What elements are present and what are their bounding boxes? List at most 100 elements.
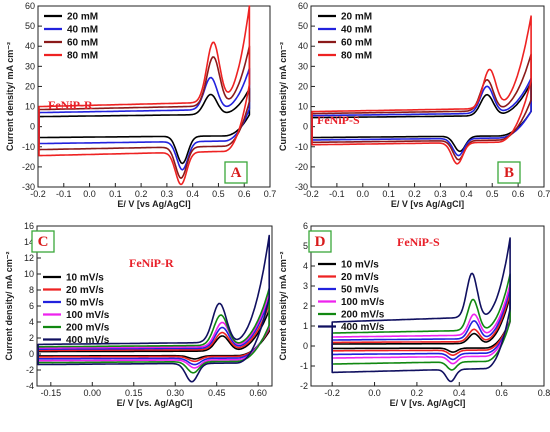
- x-tick-label: 0.5: [212, 189, 225, 199]
- y-tick-label: 0: [30, 122, 35, 132]
- y-tick-label: 4: [29, 317, 34, 327]
- panel-letter-box: [224, 161, 248, 184]
- x-axis-label: E/ V [vs. Ag/AgCl]: [390, 398, 466, 408]
- sample-label: FeNiP-R: [129, 256, 174, 270]
- y-tick-label: 12: [24, 253, 34, 263]
- series-line: [37, 287, 270, 374]
- series-line: [311, 15, 532, 165]
- y-tick-label: 6: [29, 301, 34, 311]
- legend-label: 400 mV/s: [66, 335, 110, 346]
- y-tick-label: 16: [24, 221, 34, 231]
- legend-label: 80 mM: [67, 51, 98, 62]
- y-tick-label: 14: [24, 237, 34, 247]
- y-axis-label: Current density/ mA cm⁻²: [4, 252, 14, 361]
- legend-label: 100 mV/s: [66, 310, 110, 321]
- y-tick-label: 3: [303, 281, 308, 291]
- series-line: [37, 303, 270, 363]
- y-tick-label: -30: [295, 182, 308, 192]
- legend-label: 60 mM: [341, 38, 372, 49]
- panel-c: -0.15 0.00 0.15 0.30 0.45 0.60 -4 -2 0 2 4 6 8 10 12 14…: [4, 221, 273, 408]
- x-axis-label: E/ V [vs Ag/AgCl]: [117, 199, 190, 209]
- y-tick-label: 30: [298, 61, 308, 71]
- x-tick-label: -0.2: [30, 189, 46, 199]
- y-tick-label: 5: [303, 241, 308, 251]
- plot-frame: [37, 5, 271, 188]
- y-tick-label: 40: [298, 41, 308, 51]
- legend-label: 10 mV/s: [341, 260, 379, 271]
- x-tick-label: 0.8: [538, 388, 550, 398]
- series-line: [311, 77, 532, 157]
- panel-d: -0.2 0.0 0.2 0.4 0.6 0.8 -2 -1 0 1 2 3 4 5 6 E/ V [vs. …: [278, 221, 550, 408]
- x-tick-label: 0.00: [84, 388, 102, 398]
- y-tick-label: 10: [25, 102, 35, 112]
- y-tick-label: 2: [303, 301, 308, 311]
- y-tick-label: 0: [303, 122, 308, 132]
- legend-label: 50 mV/s: [66, 298, 104, 309]
- x-tick-label: 0.2: [411, 388, 424, 398]
- x-axis-label: E/ V [vs. Ag/AgCl]: [117, 398, 193, 408]
- y-tick-label: 4: [303, 261, 308, 271]
- x-tick-label: 0.2: [408, 189, 421, 199]
- x-tick-label: -0.1: [56, 189, 72, 199]
- y-tick-label: 20: [298, 81, 308, 91]
- x-tick-label: 0.0: [357, 189, 370, 199]
- y-tick-label: 60: [298, 1, 308, 11]
- legend-label: 20 mV/s: [66, 285, 104, 296]
- x-tick-label: -0.15: [41, 388, 62, 398]
- x-axis-label: E/ V [vs Ag/AgCl]: [391, 199, 464, 209]
- sample-label: FeNiP-S: [317, 113, 360, 127]
- x-tick-label: 0.4: [186, 189, 199, 199]
- x-tick-label: 0.6: [495, 388, 508, 398]
- y-tick-label: -2: [300, 381, 308, 391]
- series-line: [37, 234, 270, 383]
- legend-label: 40 mM: [341, 25, 372, 36]
- panel-letter-box: [31, 230, 55, 253]
- x-tick-label: 0.3: [161, 189, 174, 199]
- x-tick-label: 0.15: [125, 388, 143, 398]
- legend-label: 80 mM: [341, 51, 372, 62]
- series-line: [311, 53, 532, 161]
- panel-letter-box: [497, 161, 521, 184]
- x-tick-label: 0.45: [208, 388, 226, 398]
- x-tick-label: 0.60: [249, 388, 267, 398]
- sample-label: FeNiP-S: [397, 235, 440, 249]
- legend-label: 200 mV/s: [341, 310, 385, 321]
- y-axis-label: Current density/ mA cm⁻²: [278, 252, 288, 361]
- legend-label: 400 mV/s: [341, 322, 385, 333]
- y-tick-label: 0: [303, 341, 308, 351]
- y-tick-label: -30: [22, 182, 35, 192]
- x-tick-label: 0.4: [453, 388, 466, 398]
- legend-label: 20 mM: [341, 12, 372, 23]
- x-tick-label: 0.30: [166, 388, 184, 398]
- plots-layer: -0.2 -0.1 0.0 0.1 0.2 0.3 0.4 0.5 0.6 0.7-30-20-1…: [4, 1, 550, 408]
- panel-letter: D: [315, 234, 326, 250]
- y-tick-label: -20: [295, 162, 308, 172]
- y-tick-label: -2: [26, 365, 34, 375]
- legend-label: 20 mV/s: [341, 272, 379, 283]
- y-tick-label: -1: [300, 361, 308, 371]
- y-tick-label: 6: [303, 221, 308, 231]
- y-tick-label: 30: [25, 61, 35, 71]
- y-tick-label: -4: [26, 381, 34, 391]
- panel-letter: A: [231, 165, 242, 181]
- x-tick-label: 0.0: [83, 189, 96, 199]
- y-tick-label: 50: [25, 21, 35, 31]
- legend-label: 10 mV/s: [66, 273, 104, 284]
- y-tick-label: 0: [29, 349, 34, 359]
- panel-letter: C: [38, 234, 49, 250]
- sample-label: FeNiP-R: [48, 98, 93, 112]
- panel-a: -0.2 -0.1 0.0 0.1 0.2 0.3 0.4 0.5 0.6 0.7 -30 -20 -1…: [5, 1, 276, 209]
- y-tick-label: 40: [25, 41, 35, 51]
- legend-label: 50 mV/s: [341, 285, 379, 296]
- x-tick-label: 0.2: [135, 189, 148, 199]
- series-line: [38, 87, 251, 165]
- x-tick-label: -0.1: [329, 189, 345, 199]
- series-line: [38, 45, 251, 179]
- x-tick-label: 0.1: [109, 189, 122, 199]
- x-tick-label: 0.7: [538, 189, 550, 199]
- y-tick-label: 8: [29, 285, 34, 295]
- legend-label: 40 mM: [67, 25, 98, 36]
- y-tick-label: 10: [24, 269, 34, 279]
- y-tick-label: -10: [22, 142, 35, 152]
